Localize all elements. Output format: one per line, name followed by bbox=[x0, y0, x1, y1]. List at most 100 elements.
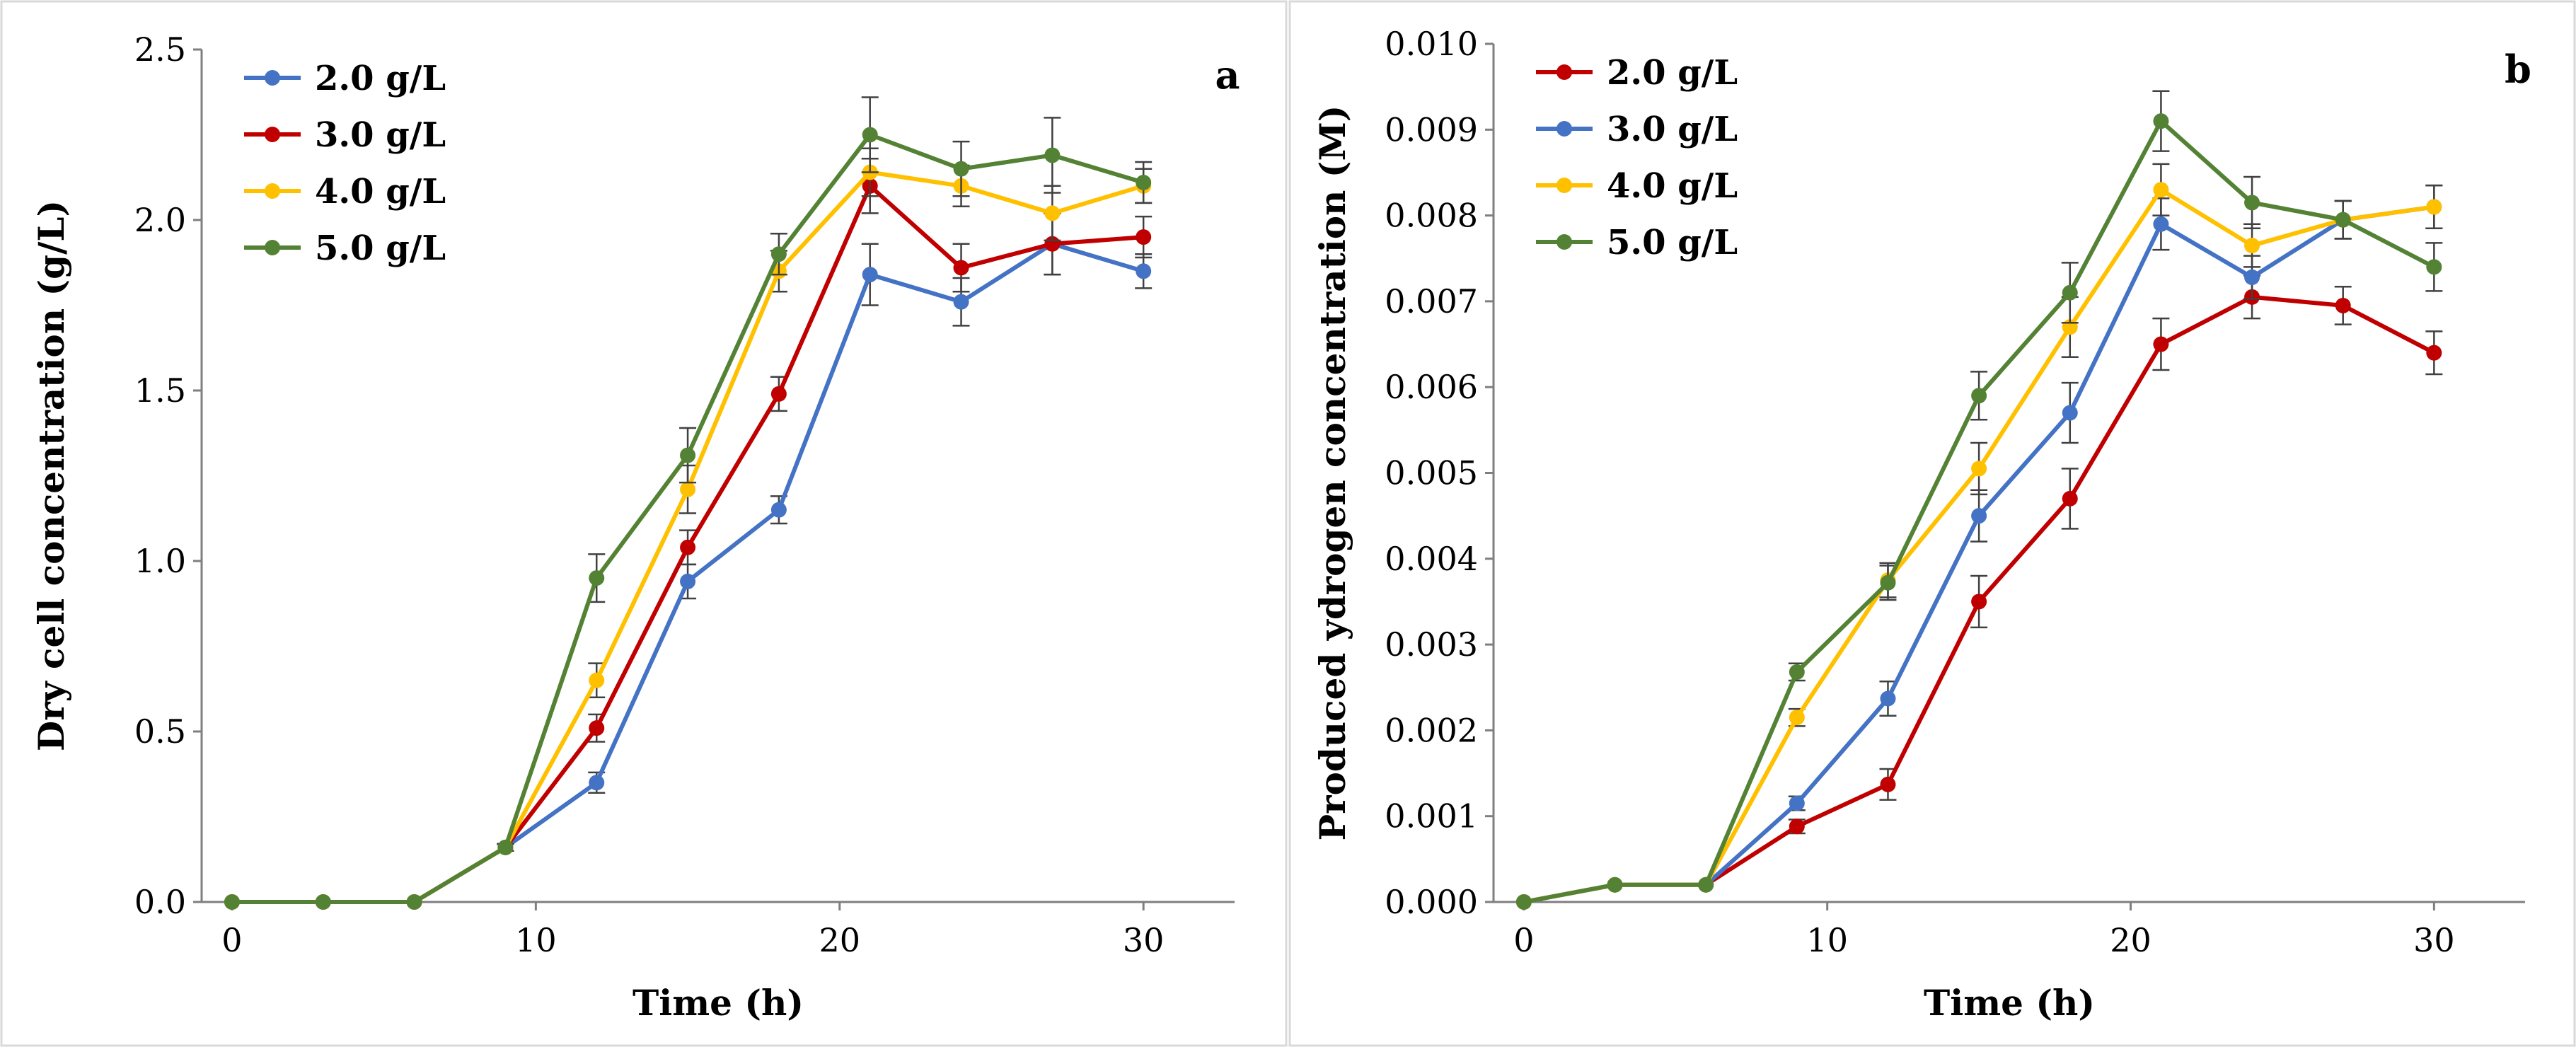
panel-label: a bbox=[1215, 52, 1240, 98]
y-tick-label: 0.008 bbox=[1385, 197, 1478, 235]
data-point bbox=[770, 246, 787, 262]
data-point bbox=[1136, 174, 1152, 190]
data-point bbox=[862, 267, 878, 283]
data-point bbox=[2153, 113, 2169, 129]
data-point bbox=[770, 502, 787, 518]
y-tick-label: 0.001 bbox=[1385, 797, 1478, 835]
x-axis-title: Time (h) bbox=[1924, 982, 2095, 1024]
data-point bbox=[1971, 461, 1987, 477]
x-tick-label: 10 bbox=[515, 921, 557, 959]
legend-label: 4.0 g/L bbox=[315, 172, 446, 212]
x-tick-label: 0 bbox=[221, 921, 242, 959]
data-point bbox=[2153, 216, 2169, 232]
data-point bbox=[2426, 345, 2442, 361]
data-point bbox=[2426, 259, 2442, 275]
y-tick-label: 0.000 bbox=[1385, 883, 1478, 921]
x-tick-label: 30 bbox=[1123, 921, 1165, 959]
data-point bbox=[1044, 147, 1061, 163]
legend-item: 5.0 g/L bbox=[1536, 223, 1738, 262]
y-tick-label: 0.010 bbox=[1385, 25, 1478, 63]
legend-label: 5.0 g/L bbox=[1607, 223, 1738, 262]
data-point bbox=[953, 260, 969, 276]
chart-panel-b: 0.000 0.001 0.002 0.003 0.004 0.005 0.006 0.007… bbox=[1288, 0, 2576, 1047]
data-point bbox=[1607, 877, 1623, 893]
y-tick-label: 0.003 bbox=[1385, 625, 1478, 664]
y-tick-label: 0.004 bbox=[1385, 540, 1478, 578]
chart-frame bbox=[0, 0, 1288, 1047]
legend-item: 4.0 g/L bbox=[244, 172, 446, 212]
x-axis-title: Time (h) bbox=[633, 982, 804, 1024]
data-point bbox=[2426, 199, 2442, 215]
legend-item: 3.0 g/L bbox=[244, 115, 446, 155]
series-5-0-g-l bbox=[224, 96, 1153, 910]
data-point bbox=[2335, 212, 2351, 228]
series-5-0-g-l bbox=[1515, 90, 2443, 910]
data-point bbox=[497, 839, 514, 855]
y-tick-label: 0.006 bbox=[1385, 368, 1478, 406]
panel-label: b bbox=[2505, 47, 2531, 92]
y-tick-label: 0.007 bbox=[1385, 282, 1478, 320]
data-point bbox=[680, 539, 696, 555]
legend-item: 3.0 g/L bbox=[1536, 110, 1738, 149]
legend-item: 4.0 g/L bbox=[1536, 166, 1738, 206]
data-point bbox=[680, 573, 696, 589]
legend-label: 5.0 g/L bbox=[315, 229, 446, 268]
data-point bbox=[1971, 388, 1987, 404]
data-point bbox=[589, 775, 605, 791]
legend-item: 2.0 g/L bbox=[244, 59, 446, 98]
data-point bbox=[2244, 269, 2260, 285]
y-tick-label: 0.009 bbox=[1385, 110, 1478, 149]
data-point bbox=[1971, 508, 1987, 524]
data-point bbox=[1971, 594, 1987, 610]
data-point bbox=[2153, 182, 2169, 198]
legend-item: 5.0 g/L bbox=[244, 229, 446, 268]
data-point bbox=[2335, 297, 2351, 313]
data-point bbox=[680, 447, 696, 463]
legend-label: 3.0 g/L bbox=[1607, 110, 1738, 149]
chart-panel-a: 0.0 0.5 1.0 1.5 2.0 2.5 0 10 20 30 2.0 g/L 3.0 g/L… bbox=[0, 0, 1288, 1047]
data-point bbox=[862, 127, 878, 143]
x-tick-label: 10 bbox=[1806, 921, 1848, 959]
data-point bbox=[2062, 405, 2078, 421]
y-tick-label: 2.5 bbox=[134, 30, 186, 69]
data-point bbox=[589, 720, 605, 736]
data-point bbox=[1789, 664, 1805, 680]
y-tick-label: 1.5 bbox=[134, 371, 186, 410]
data-point bbox=[1136, 263, 1152, 279]
data-point bbox=[1789, 710, 1805, 726]
y-tick-label: 0.005 bbox=[1385, 454, 1478, 492]
data-point bbox=[1044, 205, 1061, 221]
legend-swatch-marker bbox=[1556, 234, 1572, 250]
data-point bbox=[770, 386, 787, 402]
data-point bbox=[406, 894, 422, 910]
data-point bbox=[2244, 195, 2260, 211]
data-point bbox=[2062, 284, 2078, 301]
data-point bbox=[589, 672, 605, 688]
legend-swatch-marker bbox=[1556, 64, 1572, 80]
legend-label: 2.0 g/L bbox=[1607, 53, 1738, 93]
data-point bbox=[680, 481, 696, 497]
data-point bbox=[2244, 238, 2260, 254]
data-point bbox=[1515, 894, 1532, 910]
legend-label: 2.0 g/L bbox=[315, 59, 446, 98]
data-point bbox=[2062, 490, 2078, 507]
legend-item: 2.0 g/L bbox=[1536, 53, 1738, 93]
y-tick-label: 0.5 bbox=[134, 712, 186, 751]
legend-swatch-marker bbox=[1556, 121, 1572, 137]
data-point bbox=[1789, 818, 1805, 835]
y-tick-label: 0.0 bbox=[134, 883, 186, 921]
data-point bbox=[953, 161, 969, 177]
data-point bbox=[1789, 795, 1805, 811]
x-tick-label: 20 bbox=[819, 921, 860, 959]
x-tick-label: 0 bbox=[1513, 921, 1534, 959]
y-tick-label: 1.0 bbox=[134, 542, 186, 580]
data-point bbox=[1880, 690, 1896, 707]
x-tick-label: 20 bbox=[2110, 921, 2152, 959]
data-point bbox=[1880, 776, 1896, 792]
legend-swatch-marker bbox=[265, 183, 280, 199]
legend-swatch-marker bbox=[265, 240, 280, 255]
data-point bbox=[1880, 574, 1896, 591]
legend-swatch-marker bbox=[265, 70, 280, 86]
y-tick-label: 0.002 bbox=[1385, 711, 1478, 749]
legend-swatch-marker bbox=[1556, 178, 1572, 193]
